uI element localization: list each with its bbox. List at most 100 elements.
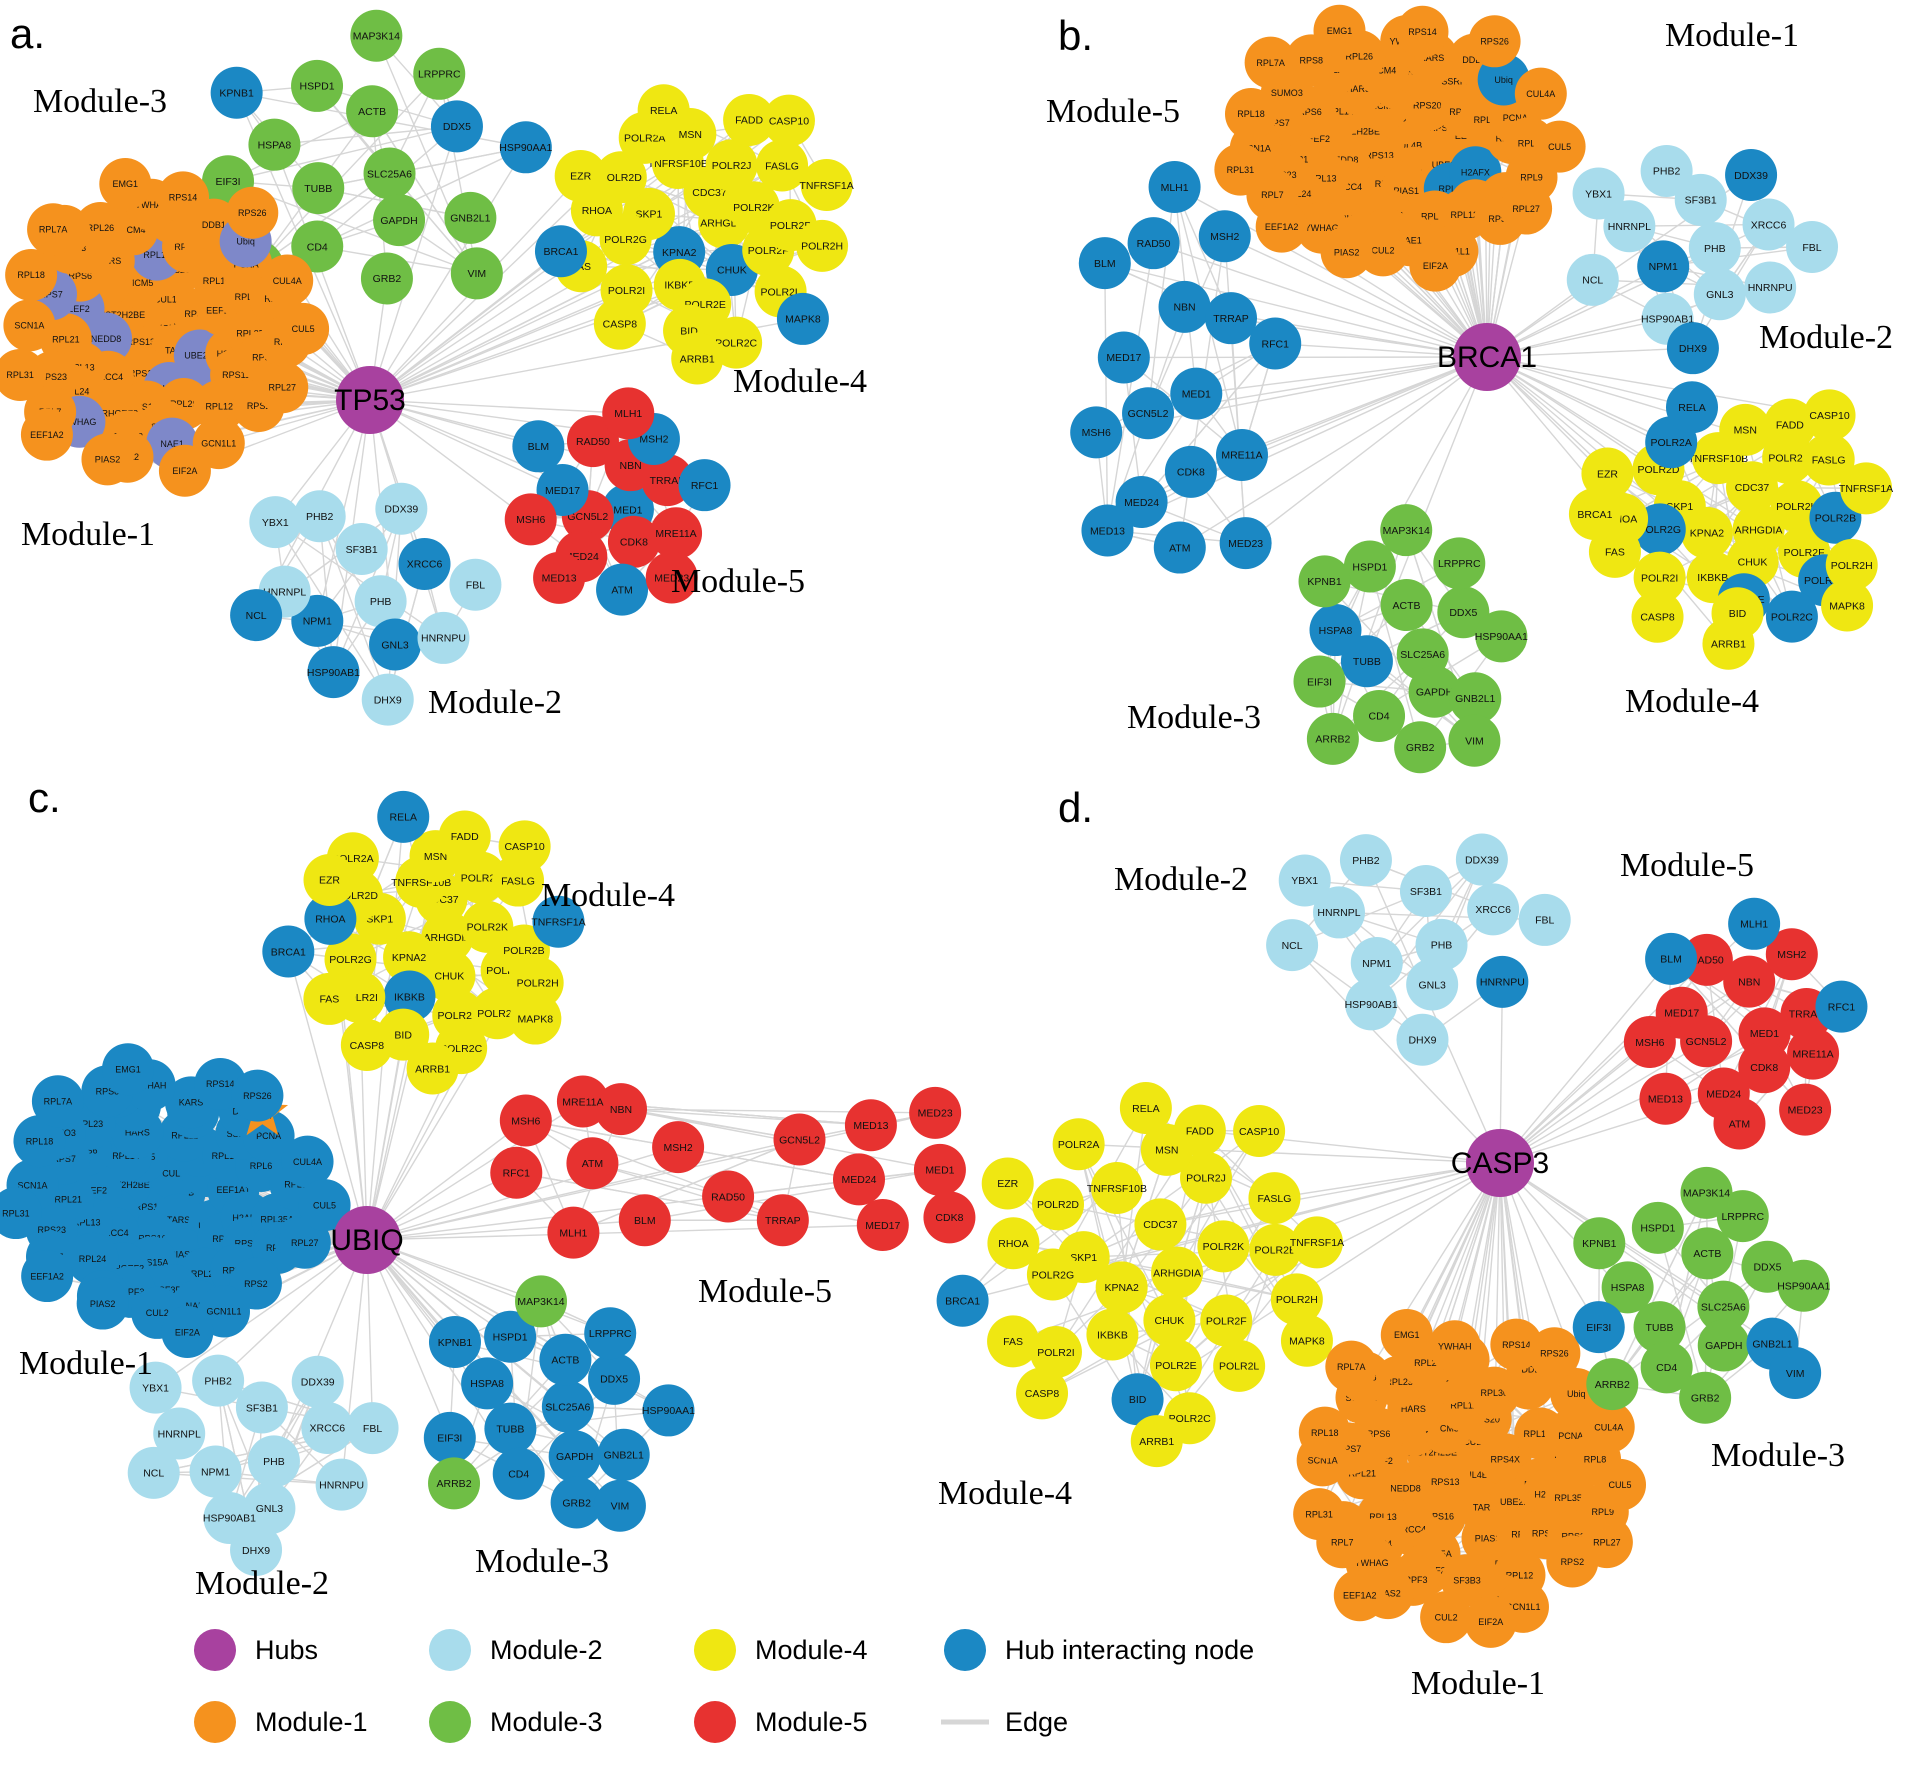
- node-label-XRCC6: XRCC6: [1751, 219, 1787, 231]
- node-circle-MED13: [844, 1099, 897, 1152]
- hub-edge: [1499, 1040, 1707, 1164]
- node-label-RELA: RELA: [390, 812, 417, 824]
- edge: [227, 125, 458, 182]
- node-label-RHOA: RHOA: [998, 1238, 1028, 1250]
- node-circle-MSH6: [1070, 406, 1123, 459]
- node-POLR2I: POLR2I: [1633, 551, 1686, 604]
- node-label-EEF2: EEF2: [1307, 134, 1330, 144]
- node-circle-FAS: [987, 1315, 1040, 1368]
- node-label-MLH1: MLH1: [1161, 182, 1189, 194]
- node-HSP90AB1: HSP90AB1: [307, 646, 360, 699]
- node-circle-RPL31: [1214, 143, 1267, 196]
- node-label-RPS6: RPS6: [68, 271, 92, 281]
- node-label-RPL26: RPL26: [1346, 51, 1374, 61]
- node-circle-POLR2C: [710, 316, 763, 369]
- node-MAP3K14: MAP3K14: [1380, 504, 1433, 557]
- node-label-DDX39: DDX39: [384, 503, 418, 515]
- node-label-KARS: KARS: [179, 1098, 204, 1108]
- node-GNL3: GNL3: [243, 1482, 296, 1535]
- hub-edge: [366, 1219, 646, 1241]
- node-label-RPS2: RPS2: [1561, 1557, 1585, 1567]
- node-label-RPL9: RPL9: [1520, 173, 1543, 183]
- node-PHB: PHB: [1415, 918, 1468, 971]
- node-label-TUBB: TUBB: [496, 1423, 524, 1435]
- node-label-EZR: EZR: [997, 1178, 1018, 1190]
- node-circle-RHOA: [304, 892, 357, 945]
- node-label-HNRNPL: HNRNPL: [158, 1428, 201, 1440]
- node-label-HSP90AA1: HSP90AA1: [642, 1405, 695, 1417]
- node-circle-HSPD1: [291, 59, 344, 112]
- node-circle-ACTB: [1380, 579, 1433, 632]
- node-label-MSH6: MSH6: [516, 514, 545, 526]
- node-ACTB: ACTB: [346, 85, 399, 138]
- node-POLR2H: POLR2H: [796, 219, 849, 272]
- node-MED1: MED1: [1170, 367, 1223, 420]
- node-label-SKP1: SKP1: [366, 914, 393, 926]
- node-label-H2AFX: H2AFX: [1461, 168, 1490, 178]
- node-circle-BRCA1: [534, 225, 587, 278]
- node-label-CASP8: CASP8: [350, 1040, 385, 1052]
- edge: [624, 238, 782, 293]
- node-circle-MLH1: [1148, 160, 1201, 213]
- node-circle-MED17: [856, 1199, 909, 1251]
- node-label-KPNA2: KPNA2: [392, 952, 427, 964]
- node-label-MCM4: MCM4: [119, 225, 146, 235]
- node-circle-CUL4A: [261, 254, 314, 307]
- node-label-RPS8: RPS8: [1300, 56, 1324, 66]
- node-circle-EZR: [554, 149, 607, 202]
- node-label-SF3B1: SF3B1: [1410, 886, 1442, 898]
- node-label-EMG1: EMG1: [1327, 26, 1353, 36]
- node-circle-CASP10: [1233, 1104, 1286, 1157]
- node-label-CUL5: CUL5: [1608, 1480, 1631, 1490]
- edge: [620, 1108, 872, 1126]
- node-DHX9: DHX9: [1666, 322, 1719, 375]
- node-label-TARS: TARS: [167, 1215, 190, 1225]
- node-EMG1: EMG1: [1380, 1308, 1433, 1361]
- node-circle-PHB: [247, 1435, 300, 1488]
- hub-label-BRCA1: BRCA1: [1437, 341, 1537, 374]
- node-circle-ATM: [596, 563, 649, 616]
- hub-edge: [1179, 356, 1488, 549]
- node-POLR2L: POLR2L: [1213, 1339, 1266, 1392]
- edge: [318, 515, 335, 673]
- node-FBL: FBL: [1786, 220, 1839, 273]
- node-label-RPL13: RPL13: [1309, 173, 1337, 183]
- node-CUL5: CUL5: [298, 1179, 351, 1232]
- node-CD4: CD4: [1353, 689, 1406, 742]
- node-circle-MED24: [833, 1153, 885, 1206]
- node-label-RPL8: RPL8: [1584, 1455, 1607, 1465]
- node-GAPDH: GAPDH: [373, 194, 426, 247]
- node-label-TRRAP: TRRAP: [765, 1215, 801, 1227]
- node-label-KARS: KARS: [1420, 53, 1445, 63]
- node-label-PHB2: PHB2: [1352, 855, 1380, 867]
- node-label-CDK8: CDK8: [620, 537, 648, 549]
- node-label-MED13: MED13: [1090, 525, 1125, 537]
- node-label-CHUK: CHUK: [1155, 1315, 1185, 1327]
- edge: [961, 1187, 1118, 1302]
- node-label-MCM5: MCM5: [1432, 1423, 1459, 1433]
- node-label-HNRNPU: HNRNPU: [421, 633, 466, 645]
- node-label-EIF3I: EIF3I: [437, 1433, 462, 1445]
- legend-item-module-3: Module-3: [429, 1701, 603, 1743]
- node-circle-HNRNPU: [315, 1458, 368, 1511]
- node-label-GAPDH: GAPDH: [1705, 1340, 1742, 1352]
- node-circle-ACTB: [1681, 1227, 1734, 1280]
- node-ATM: ATM: [1713, 1097, 1766, 1150]
- node-FADD: FADD: [438, 810, 491, 863]
- node-circle-MAP3K14: [1380, 504, 1433, 557]
- hub-edge: [366, 1239, 611, 1334]
- node-circle-MSH6: [504, 493, 557, 546]
- node-label-ATM: ATM: [611, 584, 632, 596]
- node-label-GNB2L1: GNB2L1: [1455, 693, 1495, 705]
- node-layer-d: PHB NPM1 SF3B1 GNL3 HNRNPL XRCC6 HSP90AB1 PHB2 H…: [936, 833, 1868, 1648]
- node-CHUK: CHUK: [423, 949, 476, 1002]
- module-label-module-5-a: Module-5: [671, 563, 805, 600]
- node-circle-ATM: [1713, 1097, 1766, 1150]
- node-label-Ubiq: Ubiq: [1494, 75, 1513, 85]
- node-circle-POLR2H: [1825, 539, 1878, 592]
- node-label-SLC25A6: SLC25A6: [1701, 1301, 1746, 1313]
- node-label-RPL27: RPL27: [268, 382, 296, 392]
- node-CUL4A: CUL4A: [1514, 67, 1567, 120]
- node-label-RPS2: RPS2: [1488, 214, 1512, 224]
- node-circle-PIAS2: [81, 433, 134, 486]
